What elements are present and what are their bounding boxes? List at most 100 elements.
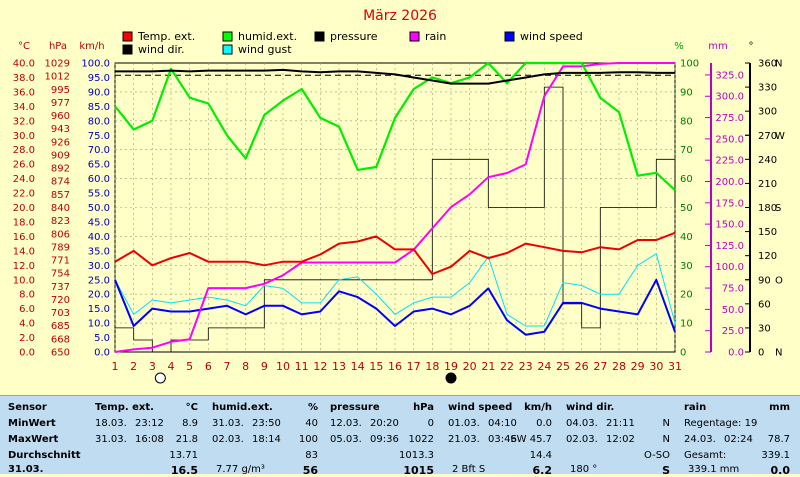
pressure-tick-label: 960 — [51, 111, 70, 122]
wind-tick-label: 65.0 — [88, 160, 110, 171]
humid-max-date: 02.03. — [212, 434, 244, 445]
wind-beaufort: 2 Bft S — [452, 464, 486, 475]
wind-tick-label: 40.0 — [88, 232, 110, 243]
temp-today-value: 16.5 — [170, 464, 198, 477]
day-tick-label: 25 — [556, 360, 570, 373]
temp-unit: °C — [185, 402, 198, 413]
dir-min-value: N — [662, 418, 670, 429]
humid-axis-unit: % — [674, 41, 684, 52]
temp-tick-label: 34.0 — [13, 102, 35, 113]
wind-axis-unit: km/h — [79, 41, 104, 52]
pressure-tick-label: 650 — [51, 348, 70, 359]
humid-tick-label: 100 — [680, 59, 699, 70]
day-tick-label: 7 — [224, 360, 231, 373]
wind-min-time: 04:10 — [488, 418, 517, 429]
dir-max-date: 02.03. — [566, 434, 598, 445]
pressure-tick-label: 995 — [51, 85, 70, 96]
day-tick-label: 26 — [575, 360, 589, 373]
wind-tick-label: 85.0 — [88, 102, 110, 113]
dir-tick-label: S — [775, 203, 781, 214]
day-tick-label: 24 — [537, 360, 551, 373]
dir-min-time: 21:11 — [606, 418, 635, 429]
wind-tick-label: 15.0 — [88, 304, 110, 315]
series-line-humid-ext — [114, 61, 676, 192]
day-tick-label: 31 — [668, 360, 682, 373]
dir-tick-label: 0 — [758, 348, 764, 359]
pressure-avg-value: 1013.3 — [399, 450, 434, 461]
dir-axis-unit: ° — [749, 41, 754, 52]
rain-axis-unit: mm — [708, 41, 727, 52]
rain-tick-label: 75.0 — [722, 284, 744, 295]
wind-max-time: 03:46 — [488, 434, 517, 445]
pressure-max-time: 09:36 — [370, 434, 399, 445]
day-tick-label: 18 — [425, 360, 439, 373]
temp-tick-label: 10.0 — [13, 275, 35, 286]
humid-min-date: 31.03. — [212, 418, 244, 429]
wind-tick-label: 25.0 — [88, 275, 110, 286]
wind-column: wind speed km/h 01.03. 04:10 0.0 21.03. … — [448, 396, 556, 477]
temp-tick-label: 20.0 — [13, 203, 35, 214]
wind-tick-label: 95.0 — [88, 73, 110, 84]
legend-swatch — [504, 31, 515, 42]
rain-tick-label: 50.0 — [722, 305, 744, 316]
humid-tick-label: 0 — [680, 348, 686, 359]
pressure-tick-label: 754 — [51, 269, 70, 280]
day-tick-label: 1 — [112, 360, 119, 373]
day-tick-label: 11 — [295, 360, 309, 373]
temp-tick-label: 16.0 — [13, 232, 35, 243]
humid-max-value: 100 — [298, 434, 318, 445]
dir-tick-label: N — [775, 348, 782, 359]
rain-total-label: Gesamt: — [684, 450, 727, 461]
pressure-max-date: 05.03. — [330, 434, 362, 445]
series-line-rain — [114, 62, 675, 353]
day-tick-label: 20 — [463, 360, 477, 373]
wind-tick-label: 5.0 — [94, 333, 110, 344]
temp-tick-label: 4.0 — [19, 319, 35, 330]
day-tick-label: 27 — [593, 360, 607, 373]
wind-tick-label: 10.0 — [88, 319, 110, 330]
temp-tick-label: 0.0 — [19, 348, 35, 359]
wind-tick-label: 75.0 — [88, 131, 110, 142]
dir-degrees: 180 ° — [570, 464, 598, 475]
legend-swatch — [222, 31, 233, 42]
dir-tick-label: 210 — [758, 179, 777, 190]
rain-tick-label: 250.0 — [715, 134, 744, 145]
dir-today-value: S — [662, 464, 670, 477]
dir-tick-label: 270 — [758, 131, 777, 142]
day-tick-label: 10 — [276, 360, 290, 373]
pressure-header: pressure — [330, 402, 380, 413]
rain-tick-label: 100.0 — [715, 262, 744, 273]
pressure-min-time: 20:20 — [370, 418, 399, 429]
day-tick-label: 28 — [612, 360, 626, 373]
temp-tick-label: 2.0 — [19, 333, 35, 344]
rain-unit: mm — [769, 402, 790, 413]
rain-today-value: 0.0 — [770, 464, 791, 477]
pressure-tick-label: 874 — [51, 177, 70, 188]
legend-label: Temp. ext. — [137, 30, 195, 43]
humid-tick-label: 20 — [680, 290, 693, 301]
legend-swatch — [314, 31, 325, 42]
sensor-header: Sensor — [8, 402, 47, 413]
legend-swatch — [122, 44, 133, 55]
humid-tick-label: 10 — [680, 319, 693, 330]
day-tick-label: 13 — [332, 360, 346, 373]
day-tick-label: 12 — [313, 360, 327, 373]
humid-tick-label: 30 — [680, 261, 693, 272]
pressure-tick-label: 1029 — [45, 59, 70, 70]
dir-tick-label: O — [775, 275, 783, 286]
legend-label: wind speed — [520, 30, 583, 43]
wind-tick-label: 30.0 — [88, 261, 110, 272]
temp-tick-label: 14.0 — [13, 246, 35, 257]
pressure-tick-label: 909 — [51, 150, 70, 161]
pressure-tick-label: 857 — [51, 190, 70, 201]
dir-tick-label: 240 — [758, 155, 777, 166]
temp-tick-label: 40.0 — [13, 59, 35, 70]
temp-tick-label: 28.0 — [13, 145, 35, 156]
temp-min-date: 18.03. — [95, 418, 127, 429]
rain-max-value: 78.7 — [767, 434, 790, 445]
humid-min-time: 23:50 — [252, 418, 281, 429]
pressure-tick-label: 977 — [51, 98, 70, 109]
series-line-wind-gust — [114, 253, 676, 327]
series-line-temp-ext — [114, 231, 676, 275]
temp-tick-label: 18.0 — [13, 217, 35, 228]
